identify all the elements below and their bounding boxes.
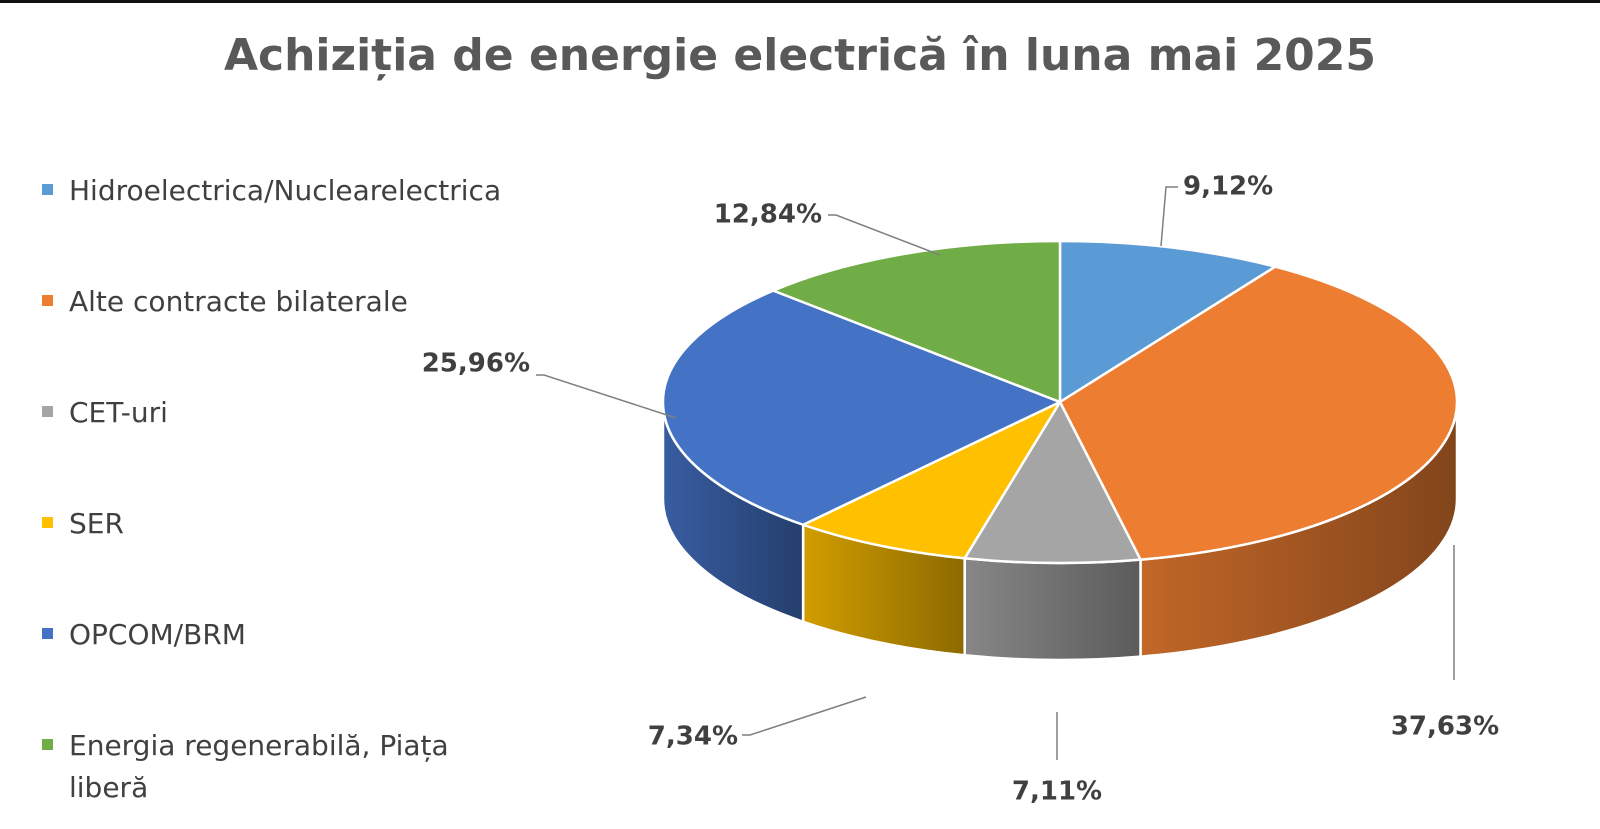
pie-slice [1058,239,1277,404]
legend-label: Alte contracte bilaterale [69,285,408,318]
leader-line [536,374,677,419]
pie-top-faces [661,239,1459,565]
leader-line [828,214,941,256]
legend-label: Energia regenerabilă, Piața liberă [69,729,449,804]
legend-swatch [42,517,53,528]
data-label: 37,63% [1391,712,1499,742]
pie-slice [1058,265,1459,561]
pie-slice [963,400,1142,565]
pie-slice [801,400,1062,560]
data-labels: 9,12% 37,63% 7,11% 7,34% 25,96% 12,84% [422,172,1499,807]
legend-swatch [42,295,53,306]
legend-item-hidroelectrica: Hidroelectrica/Nuclearelectrica [42,170,539,212]
legend-label: SER [69,507,124,540]
data-label: 7,34% [648,722,738,752]
pie-slice [661,289,1062,527]
leader-line [742,696,867,736]
legend-item-opcom-brm: OPCOM/BRM [42,614,539,656]
top-border [0,0,1600,3]
data-label: 9,12% [1183,172,1273,202]
legend-label: OPCOM/BRM [69,618,246,651]
legend-item-ser: SER [42,503,539,545]
chart-title: Achiziția de energie electrică în luna m… [223,30,1377,81]
legend-label: Hidroelectrica/Nuclearelectrica [69,174,502,207]
legend-swatch [42,184,53,195]
data-label: 12,84% [714,200,822,230]
legend-item-alte-contracte: Alte contracte bilaterale [42,281,539,323]
pie-slice [772,239,1062,404]
leader-line [1160,186,1178,247]
legend-swatch [42,628,53,639]
data-label: 25,96% [422,349,530,379]
legend-item-cet-uri: CET-uri [42,392,539,434]
pie-side-walls [661,401,1459,662]
legend-label: CET-uri [69,396,168,429]
data-label: 7,11% [1012,777,1102,807]
legend-swatch [42,739,53,750]
pie-side-wall [963,556,1142,662]
legend-swatch [42,406,53,417]
legend-item-energia-regenerabila: Energia regenerabilă, Piața liberă [42,725,499,809]
